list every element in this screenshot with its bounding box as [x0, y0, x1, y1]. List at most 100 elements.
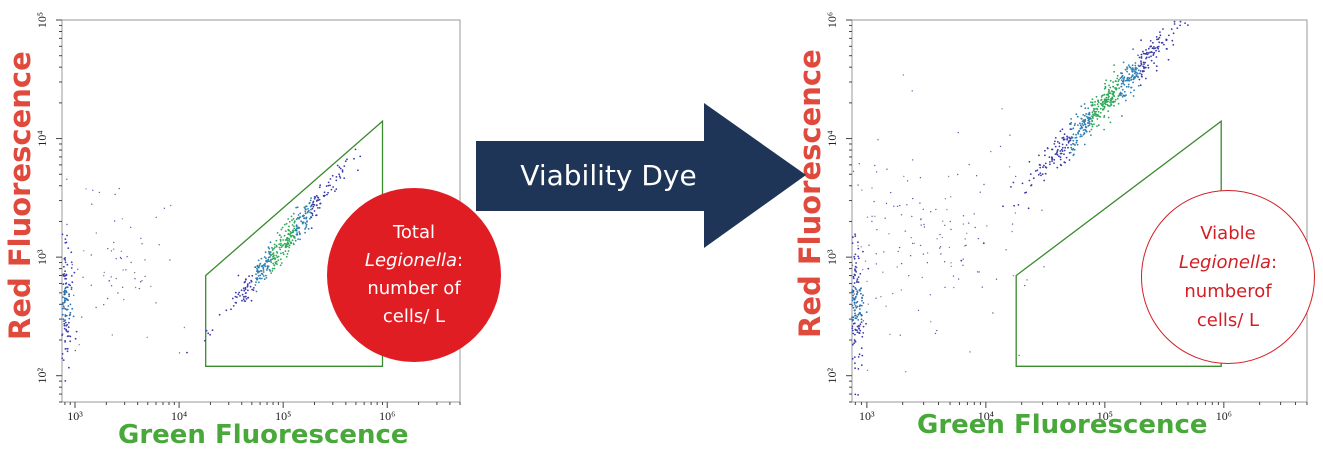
data-point — [304, 210, 306, 212]
data-point — [1133, 70, 1135, 72]
data-point — [1142, 65, 1144, 67]
data-point — [1097, 100, 1099, 102]
data-point — [852, 344, 854, 346]
data-point — [65, 322, 67, 324]
data-point — [1070, 118, 1072, 120]
data-point — [1160, 34, 1162, 36]
data-point — [1059, 146, 1061, 148]
data-point — [71, 287, 73, 289]
data-point — [1141, 74, 1143, 76]
data-point — [1075, 134, 1077, 136]
data-point — [1132, 64, 1134, 66]
total-callout-line2: Legionella: — [365, 247, 463, 275]
data-point — [1145, 78, 1147, 80]
data-point — [243, 296, 245, 298]
viable-legionella-callout: Viable Legionella: numberof cells/ L — [1141, 190, 1315, 364]
data-point — [261, 273, 263, 275]
data-point — [857, 241, 859, 243]
data-point — [314, 196, 316, 198]
data-point — [77, 269, 78, 270]
data-point — [103, 275, 104, 276]
data-point — [62, 314, 64, 316]
data-point — [288, 229, 290, 231]
data-point — [1091, 129, 1093, 131]
data-point — [863, 320, 864, 321]
data-point — [965, 245, 966, 246]
data-point — [247, 283, 249, 285]
data-point — [992, 312, 993, 313]
data-point — [1030, 173, 1032, 175]
data-point — [1093, 123, 1095, 125]
data-point — [861, 189, 862, 190]
data-point — [1094, 108, 1096, 110]
data-point — [1044, 150, 1046, 152]
data-point — [1138, 85, 1140, 87]
data-point — [186, 352, 188, 354]
data-point — [285, 250, 287, 252]
data-point — [71, 261, 73, 263]
data-point — [335, 180, 337, 182]
data-point — [256, 291, 258, 293]
data-point — [1112, 81, 1114, 83]
data-point — [241, 300, 243, 302]
data-point — [150, 286, 151, 287]
data-point — [122, 287, 123, 288]
data-point — [280, 264, 282, 266]
data-point — [316, 199, 318, 201]
data-point — [859, 312, 861, 314]
data-point — [1083, 129, 1085, 131]
data-point — [66, 324, 68, 326]
data-point — [886, 169, 887, 170]
data-point — [1151, 51, 1153, 53]
data-point — [859, 290, 861, 292]
data-point — [867, 217, 868, 218]
data-point — [907, 180, 908, 181]
data-point — [62, 353, 64, 355]
data-point — [359, 156, 361, 158]
data-point — [854, 362, 856, 364]
data-point — [1092, 104, 1094, 106]
data-point — [1122, 89, 1124, 91]
data-point — [1051, 149, 1053, 151]
data-point — [1128, 86, 1130, 88]
data-point — [1043, 266, 1044, 267]
data-point — [1108, 117, 1110, 119]
data-point — [852, 316, 854, 318]
data-point — [91, 285, 92, 286]
data-point — [853, 286, 855, 288]
data-point — [1024, 192, 1026, 194]
data-point — [1115, 99, 1117, 101]
data-point — [852, 305, 854, 307]
data-point — [1126, 86, 1128, 88]
data-point — [854, 274, 856, 276]
data-point — [357, 169, 359, 171]
data-point — [861, 364, 863, 366]
data-point — [855, 296, 857, 298]
data-point — [64, 325, 66, 327]
data-point — [276, 240, 278, 242]
data-point — [1104, 115, 1106, 117]
data-point — [329, 185, 331, 187]
data-point — [858, 281, 860, 283]
data-point — [1148, 67, 1150, 69]
data-point — [1143, 63, 1145, 65]
data-point — [250, 280, 252, 282]
data-point — [292, 230, 294, 232]
data-point — [126, 256, 127, 257]
data-point — [306, 221, 308, 223]
data-point — [1011, 231, 1012, 232]
data-point — [65, 261, 67, 263]
data-point — [312, 208, 314, 210]
data-point — [1121, 115, 1123, 117]
data-point — [1184, 22, 1186, 24]
data-point — [923, 253, 924, 254]
data-point — [977, 271, 978, 272]
data-point — [299, 234, 301, 236]
data-point — [854, 394, 856, 396]
data-point — [147, 337, 148, 338]
data-point — [1107, 110, 1109, 112]
data-point — [257, 269, 259, 271]
data-point — [293, 228, 295, 230]
data-point — [852, 319, 854, 321]
data-point — [1081, 135, 1083, 137]
